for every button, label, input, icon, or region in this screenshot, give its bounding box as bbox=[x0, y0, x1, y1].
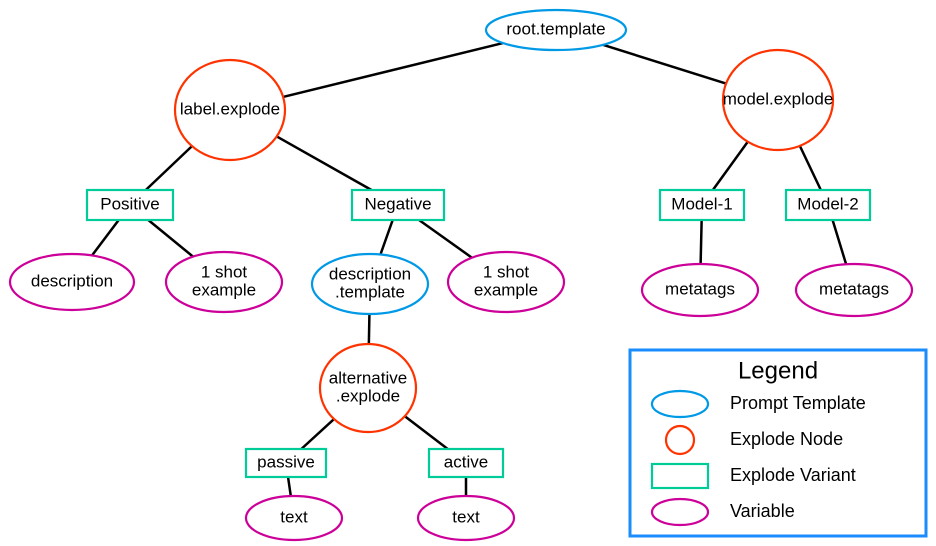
node-label: alternative bbox=[329, 369, 407, 388]
node-label: .template bbox=[335, 282, 405, 301]
edge bbox=[146, 146, 192, 190]
node-label: active bbox=[444, 452, 488, 471]
node-negative: Negative bbox=[352, 190, 444, 220]
node-passive: passive bbox=[246, 449, 326, 477]
legend: Legend Prompt Template Explode Node Explode… bbox=[630, 350, 926, 536]
node-label: root.template bbox=[506, 19, 605, 38]
node-label: Model-1 bbox=[671, 194, 732, 213]
edge bbox=[419, 220, 472, 258]
edge bbox=[800, 146, 821, 190]
node-label: example bbox=[192, 280, 256, 299]
node-ex1Pos: 1 shotexample bbox=[166, 252, 282, 312]
edge bbox=[713, 142, 748, 190]
node-labelExp: label.explode bbox=[175, 60, 285, 160]
node-label: 1 shot bbox=[483, 263, 530, 282]
node-root: root.template bbox=[486, 10, 626, 50]
node-label: Negative bbox=[364, 194, 431, 213]
edge bbox=[288, 477, 291, 496]
edge bbox=[301, 419, 334, 449]
node-active: active bbox=[429, 449, 503, 477]
node-altExp: alternative.explode bbox=[320, 344, 416, 432]
node-descPos: description bbox=[10, 254, 134, 310]
edge bbox=[148, 220, 193, 257]
node-label: label.explode bbox=[180, 99, 280, 118]
edge bbox=[92, 220, 119, 255]
tree-diagram: root.template label.explode model.explode P… bbox=[0, 0, 936, 546]
node-textPas: text bbox=[246, 496, 342, 540]
node-label: 1 shot bbox=[201, 263, 248, 282]
legend-title: Legend bbox=[738, 357, 818, 384]
node-model2: Model-2 bbox=[786, 190, 870, 220]
node-label: metatags bbox=[819, 279, 889, 298]
node-meta2: metatags bbox=[796, 264, 912, 316]
node-label: model.explode bbox=[723, 89, 834, 108]
edge bbox=[405, 416, 448, 449]
legend-label: Explode Variant bbox=[730, 465, 856, 485]
node-label: metatags bbox=[665, 279, 735, 298]
node-label: example bbox=[474, 280, 538, 299]
node-label: Model-2 bbox=[797, 194, 858, 213]
edge bbox=[380, 220, 392, 254]
node-model1: Model-1 bbox=[660, 190, 744, 220]
node-label: description bbox=[329, 265, 411, 284]
legend-label: Explode Node bbox=[730, 429, 843, 449]
node-label: description bbox=[31, 271, 113, 290]
legend-label: Prompt Template bbox=[730, 393, 866, 413]
node-label: Positive bbox=[100, 194, 160, 213]
node-descTmpl: description.template bbox=[312, 254, 428, 314]
node-label: text bbox=[280, 507, 308, 526]
node-positive: Positive bbox=[87, 190, 173, 220]
node-ex1Neg: 1 shotexample bbox=[448, 252, 564, 312]
edge bbox=[369, 314, 370, 344]
edge bbox=[701, 220, 702, 264]
node-label: .explode bbox=[336, 386, 400, 405]
edge bbox=[283, 43, 503, 97]
node-label: passive bbox=[257, 452, 315, 471]
legend-label: Variable bbox=[730, 501, 795, 521]
node-modelExp: model.explode bbox=[723, 50, 834, 150]
edge bbox=[277, 136, 372, 190]
node-textAct: text bbox=[418, 496, 514, 540]
node-label: text bbox=[452, 507, 480, 526]
edge bbox=[603, 45, 726, 84]
edge bbox=[833, 220, 847, 264]
node-meta1: metatags bbox=[642, 264, 758, 316]
